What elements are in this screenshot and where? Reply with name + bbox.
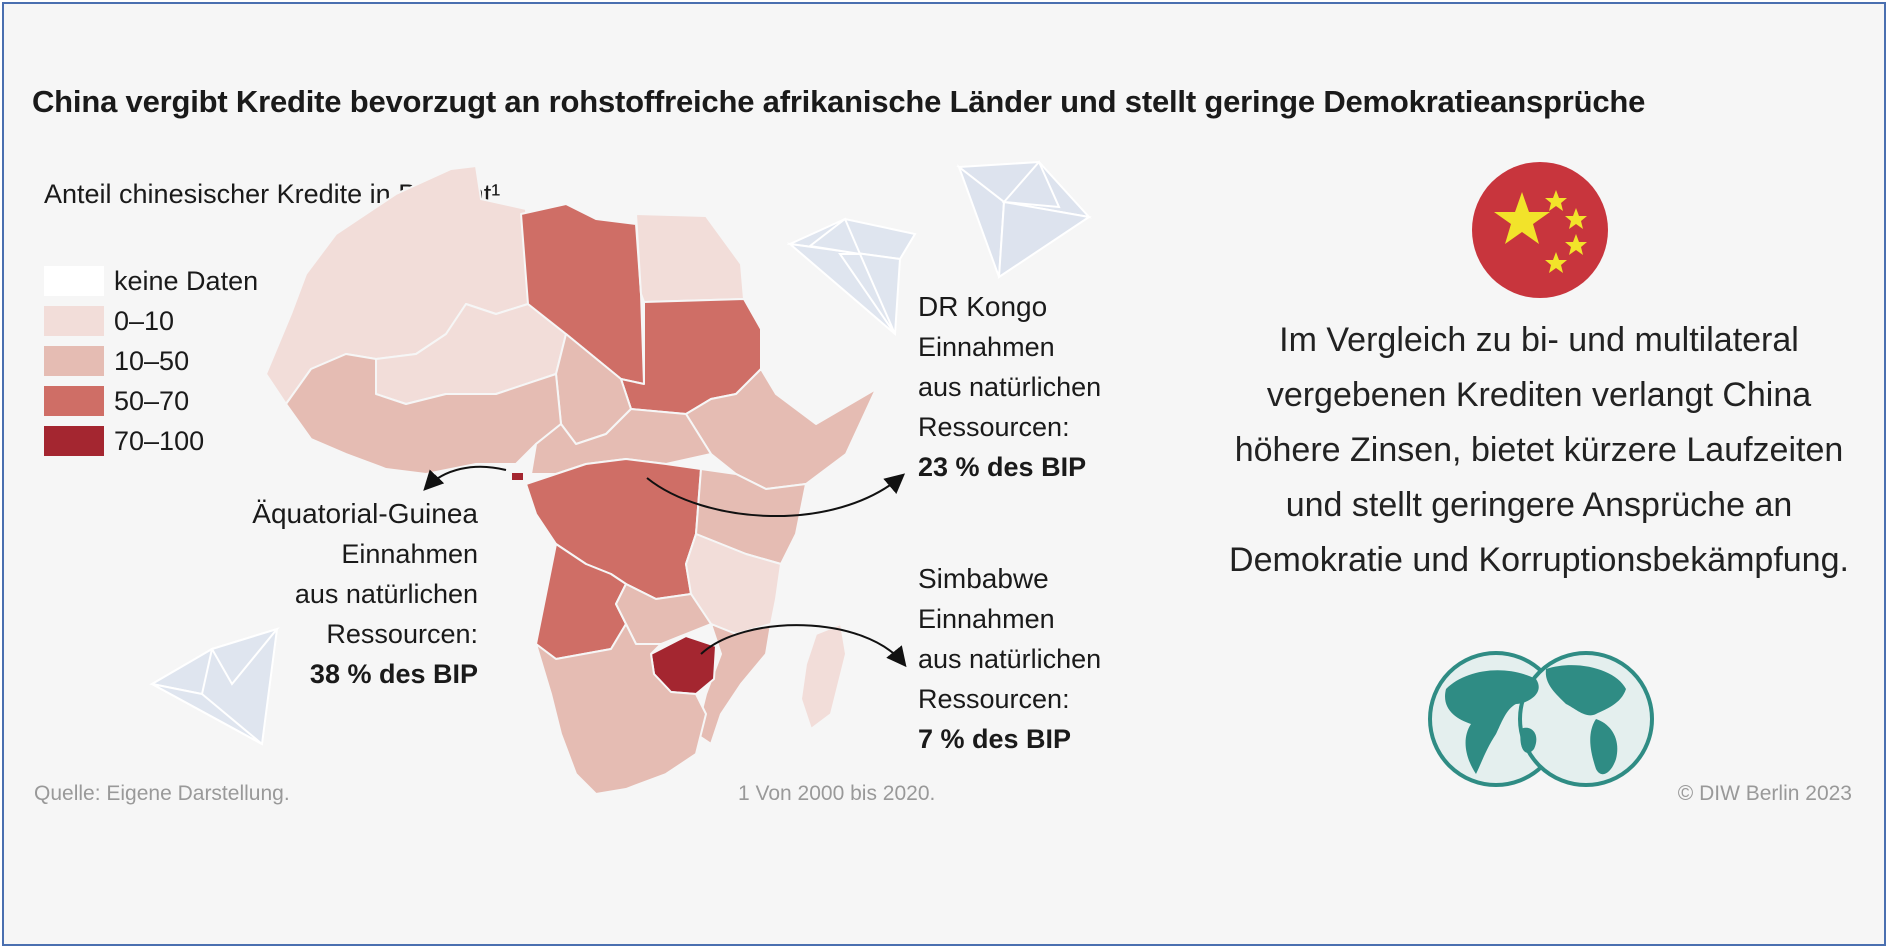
callout-name: Simbabwe bbox=[918, 563, 1049, 594]
callout-value: 38 % des BIP bbox=[309, 659, 478, 689]
callout-line: Ressourcen: bbox=[918, 412, 1070, 442]
legend-swatch bbox=[44, 386, 104, 416]
diamond-icon bbox=[786, 217, 917, 337]
map-region-madagascar bbox=[800, 623, 847, 730]
legend-label: 50–70 bbox=[114, 385, 190, 416]
map-region-equatorial-guinea bbox=[510, 471, 525, 482]
legend-item-70-100: 70–100 bbox=[44, 426, 204, 456]
callout-name: Äquatorial-Guinea bbox=[252, 498, 478, 529]
diamond-icon bbox=[149, 627, 280, 746]
callout-zimbabwe: Simbabwe Einnahmen aus natürlichen Resso… bbox=[918, 559, 1101, 759]
map-region-libya bbox=[520, 203, 645, 385]
map-region-west-africa bbox=[285, 353, 562, 475]
callout-value: 7 % des BIP bbox=[918, 724, 1072, 754]
callout-name: DR Kongo bbox=[918, 291, 1048, 322]
legend-swatch bbox=[44, 426, 104, 456]
legend-label: 70–100 bbox=[114, 425, 205, 456]
legend-item-0-10: 0–10 bbox=[44, 306, 174, 336]
footer-source: Quelle: Eigene Darstellung. bbox=[34, 782, 290, 805]
legend-label: keine Daten bbox=[114, 265, 259, 296]
callout-value: 23 % des BIP bbox=[918, 452, 1087, 482]
callout-line: Ressourcen: bbox=[918, 684, 1070, 714]
legend-item-10-50: 10–50 bbox=[44, 346, 189, 376]
globe-icon bbox=[1428, 651, 1654, 787]
footer-note: 1 Von 2000 bis 2020. bbox=[738, 782, 936, 805]
legend-label: 10–50 bbox=[114, 345, 190, 376]
legend-item-50-70: 50–70 bbox=[44, 386, 189, 416]
callout-line: aus natürlichen bbox=[294, 579, 478, 609]
legend-swatch bbox=[44, 306, 104, 336]
legend-swatch bbox=[44, 346, 104, 376]
page-title: China vergibt Kredite bevorzugt an rohst… bbox=[32, 84, 1646, 119]
callout-line: aus natürlichen bbox=[918, 644, 1102, 674]
callout-equatorial-guinea: Äquatorial-Guinea Einnahmen aus natürlic… bbox=[252, 494, 478, 694]
callout-line: Ressourcen: bbox=[326, 619, 478, 649]
map-region-southern-africa bbox=[535, 623, 707, 795]
africa-map bbox=[265, 165, 877, 795]
legend-item-no-data: keine Daten bbox=[44, 266, 258, 296]
callout-line: Einnahmen bbox=[918, 604, 1055, 634]
legend-label: 0–10 bbox=[114, 305, 175, 336]
china-explanation-text: Im Vergleich zu bi- und multilateral ver… bbox=[1229, 321, 1849, 579]
callout-line: Einnahmen bbox=[341, 539, 478, 569]
map-region-zambia bbox=[615, 583, 712, 645]
callout-line: Einnahmen bbox=[918, 332, 1055, 362]
legend-title-bold: Anteil chinesischer Kredite bbox=[44, 179, 363, 209]
footer-copyright: © DIW Berlin 2023 bbox=[1677, 782, 1852, 805]
legend-swatch bbox=[44, 266, 104, 296]
callout-line: aus natürlichen bbox=[918, 372, 1102, 402]
callout-dr-congo: DR Kongo Einnahmen aus natürlichen Resso… bbox=[918, 287, 1101, 487]
map-region-egypt bbox=[635, 213, 745, 303]
diamond-icon bbox=[956, 160, 1092, 279]
china-flag-icon bbox=[1472, 162, 1608, 298]
